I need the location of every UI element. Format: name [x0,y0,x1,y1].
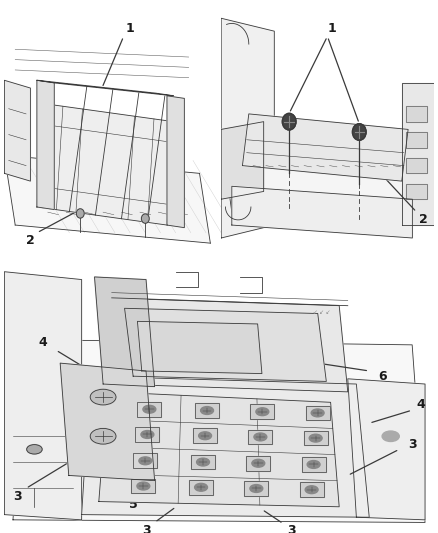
Circle shape [143,405,156,413]
Circle shape [90,389,116,405]
Text: 3: 3 [288,524,296,533]
Circle shape [201,407,213,415]
Text: 4: 4 [417,399,425,411]
Polygon shape [221,134,423,225]
Polygon shape [138,321,262,374]
FancyBboxPatch shape [131,479,155,494]
FancyBboxPatch shape [306,406,330,420]
Text: 2: 2 [419,213,427,227]
Circle shape [283,114,296,130]
Circle shape [309,434,322,442]
Text: 3: 3 [142,524,150,533]
Bar [406,132,427,148]
FancyBboxPatch shape [189,480,213,495]
Text: 4: 4 [39,336,47,349]
Text: 2: 2 [26,234,35,247]
Circle shape [250,484,263,492]
FancyBboxPatch shape [246,456,270,471]
Polygon shape [37,80,173,96]
Circle shape [141,431,154,439]
Polygon shape [4,80,30,181]
Polygon shape [243,114,408,181]
Circle shape [256,408,269,416]
Circle shape [194,483,208,491]
FancyBboxPatch shape [302,457,325,472]
Bar [406,158,427,173]
FancyBboxPatch shape [135,427,159,442]
Polygon shape [402,83,434,225]
FancyBboxPatch shape [191,455,215,470]
Circle shape [307,461,320,469]
Text: 3: 3 [408,438,417,450]
Text: ↙ ↙ ↙: ↙ ↙ ↙ [314,310,331,314]
Circle shape [76,209,84,218]
Polygon shape [221,18,274,238]
Circle shape [305,486,318,494]
Text: 6: 6 [378,370,386,383]
FancyBboxPatch shape [304,431,328,446]
Text: 1: 1 [126,22,134,35]
Circle shape [353,124,366,140]
Polygon shape [60,363,155,481]
FancyBboxPatch shape [244,481,268,496]
FancyBboxPatch shape [195,403,219,418]
Polygon shape [81,376,369,517]
Polygon shape [221,122,264,199]
FancyBboxPatch shape [300,482,324,497]
FancyBboxPatch shape [251,405,274,419]
Polygon shape [95,277,155,386]
Polygon shape [167,96,184,228]
Circle shape [27,445,42,454]
FancyBboxPatch shape [193,429,217,443]
Circle shape [197,458,209,466]
FancyBboxPatch shape [248,430,272,444]
Circle shape [252,459,265,467]
Circle shape [137,482,150,490]
Bar [406,106,427,122]
Circle shape [311,409,324,417]
Circle shape [90,429,116,444]
Bar [406,184,427,199]
FancyBboxPatch shape [133,454,157,468]
FancyBboxPatch shape [138,402,161,417]
Polygon shape [124,308,326,382]
Circle shape [382,431,399,441]
Polygon shape [37,103,173,225]
Bar [406,132,427,148]
Polygon shape [4,272,81,520]
Text: 3: 3 [13,490,21,503]
Bar [406,106,427,122]
Polygon shape [99,392,339,507]
Polygon shape [348,379,425,520]
Circle shape [139,457,152,465]
Text: 5: 5 [129,498,138,511]
Text: 1: 1 [327,22,336,35]
Circle shape [199,432,212,440]
Circle shape [254,433,267,441]
Polygon shape [13,340,425,522]
Polygon shape [103,298,348,392]
Bar [406,184,427,199]
Circle shape [141,214,149,223]
Bar [406,158,427,173]
Polygon shape [232,187,413,238]
Polygon shape [37,80,54,209]
Polygon shape [4,155,210,243]
